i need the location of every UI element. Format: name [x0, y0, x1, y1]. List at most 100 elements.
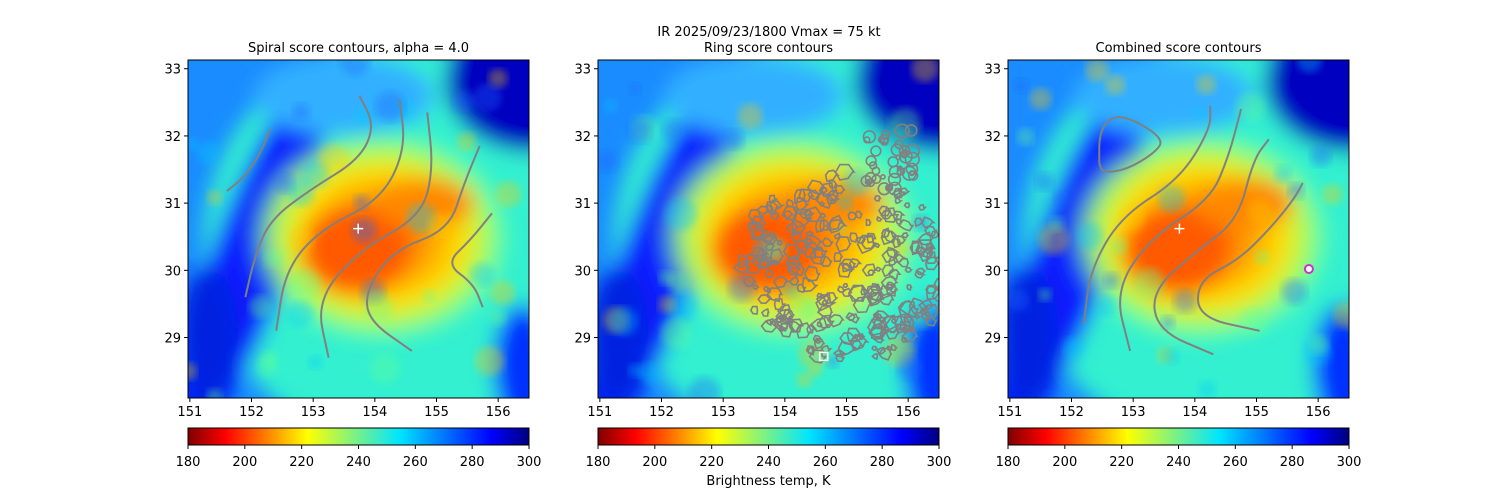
ring-contour: [867, 318, 889, 336]
texture-spot: [286, 300, 314, 328]
ring-contour: [846, 327, 862, 342]
ir-image: [1008, 60, 1349, 398]
colorbar-tick-label: 200: [642, 455, 667, 470]
contour-line: [226, 128, 271, 192]
texture-spot: [911, 60, 939, 83]
contour-line: [1196, 182, 1304, 332]
texture: [1198, 380, 1217, 398]
ring-contour: [806, 324, 818, 334]
ring-contour: [884, 207, 900, 223]
ring-contour: [865, 218, 872, 227]
ring-contour: [865, 155, 877, 167]
ring-contour: [756, 205, 771, 215]
ring-contour: [885, 324, 900, 340]
texture-spot: [339, 60, 370, 77]
ring-contour: [834, 163, 856, 181]
ring-contour: [897, 218, 915, 232]
texture: [248, 295, 272, 318]
ring-contour: [880, 173, 886, 180]
texture-spot: [728, 273, 756, 302]
texture: [290, 269, 321, 300]
ring-contour: [845, 312, 857, 322]
texture: [1038, 224, 1069, 255]
texture: [363, 291, 393, 322]
texture-spot: [286, 178, 315, 207]
ring-contour: [791, 218, 807, 236]
texture-spot: [469, 262, 495, 288]
ring-contour: [905, 162, 919, 176]
cirrus-n: [664, 60, 844, 136]
texture-spot: [1235, 92, 1266, 122]
texture-spot: [658, 295, 677, 314]
axes-frame: [597, 59, 940, 399]
texture-spot: [1038, 288, 1052, 302]
texture: [351, 217, 377, 244]
x-tick-label: 153: [301, 405, 326, 420]
ring-contour: [811, 246, 828, 259]
texture: [1049, 216, 1065, 232]
figure-suptitle: IR 2025/09/23/1800 Vmax = 75 kt: [657, 25, 880, 40]
texture-spot: [1310, 146, 1332, 167]
texture-spot: [1173, 289, 1198, 313]
texture-spot: [1110, 237, 1128, 255]
ir-image: [598, 60, 957, 398]
panel-2: Ring score contours 151 152 153 154 155 156 29 3…: [574, 41, 957, 489]
ring-contour: [793, 188, 807, 205]
ring-contour: [887, 268, 902, 281]
ring-contour: [871, 166, 881, 176]
texture-spot: [452, 90, 475, 113]
ring-contour: [808, 349, 828, 364]
colorbar-tick-label: 180: [996, 455, 1021, 470]
ring-contour: [814, 218, 826, 233]
texture-spot: [188, 137, 199, 151]
colorbar-tick-label: 300: [517, 455, 542, 470]
texture: [1076, 222, 1104, 250]
ring-contour: [952, 261, 957, 267]
texture: [796, 371, 813, 388]
colorbar-label: Brightness temp, K: [706, 474, 831, 489]
ring-contour: [803, 206, 824, 223]
texture: [1085, 60, 1109, 82]
texture: [889, 107, 921, 140]
ring-contour: [942, 245, 946, 250]
texture-spot: [665, 198, 697, 231]
ring-contour: [795, 196, 810, 213]
texture-spot: [628, 82, 642, 95]
x-tick-label: 151: [177, 405, 202, 420]
axes-frame: [187, 59, 530, 399]
texture: [688, 377, 721, 398]
texture-spot: [363, 291, 393, 322]
contour-line: [244, 95, 372, 298]
x-tick-label: 155: [834, 405, 859, 420]
texture: [1274, 164, 1293, 183]
center-plus-marker: [1174, 223, 1185, 234]
ring-contour: [925, 284, 938, 295]
ring-contour: [825, 193, 841, 205]
texture: [837, 194, 854, 211]
ring-contour: [914, 217, 925, 228]
texture: [1310, 146, 1332, 167]
texture-spot: [353, 105, 374, 127]
ring-contour: [764, 269, 775, 279]
x-tick-label: 156: [486, 405, 511, 420]
x-tick-label: 152: [1059, 405, 1084, 420]
colorbar-tick-label: 220: [699, 455, 724, 470]
ring-contour: [923, 303, 939, 319]
ring-contour: [744, 253, 762, 274]
ring-contour: [773, 298, 787, 311]
texture: [1034, 172, 1054, 191]
ring-contour: [815, 293, 838, 312]
y-tick-label: 29: [574, 332, 591, 347]
texture: [374, 91, 406, 122]
texture: [665, 198, 697, 231]
texture: [286, 300, 314, 328]
texture-spot: [188, 362, 197, 381]
texture: [469, 262, 495, 288]
contour-line: [320, 112, 433, 358]
ring-contour: [903, 202, 911, 209]
ring-contour: [757, 293, 773, 305]
texture-spot: [427, 212, 454, 239]
ring-contour: [876, 346, 887, 356]
ring-contour: [732, 260, 752, 274]
texture-spot: [474, 346, 505, 376]
